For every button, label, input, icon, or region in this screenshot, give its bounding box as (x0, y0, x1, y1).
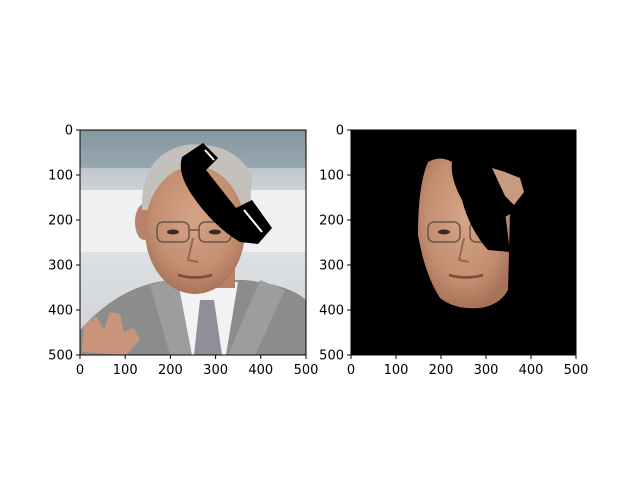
mask-glasses-left (427, 221, 461, 243)
right-ytick-label: 100 (319, 169, 344, 184)
mask-mouth (448, 273, 484, 279)
left-ytick-label: 500 (48, 349, 73, 364)
right-xtick-label: 500 (564, 363, 589, 378)
right-xtick-label: 200 (429, 363, 454, 378)
right-xtick-label: 100 (384, 363, 409, 378)
phone-occlusion-highlight (204, 149, 263, 233)
mask-nose (457, 237, 470, 263)
mask-left-eye (438, 229, 450, 235)
left-xtick-label: 200 (158, 363, 183, 378)
lapel-right (228, 280, 285, 355)
right-eye (209, 229, 221, 235)
right-ytick-label: 200 (319, 214, 344, 229)
right-ytick-label: 500 (319, 349, 344, 364)
left-xtick-label: 400 (248, 363, 273, 378)
left-photo (80, 130, 306, 355)
tie (194, 300, 222, 355)
right-image-panel (350, 129, 577, 356)
left-eye (167, 229, 179, 235)
left-axes-frame (79, 129, 307, 356)
right-axes-frame (350, 129, 577, 356)
nose (186, 237, 199, 263)
left-ytick-label: 0 (65, 124, 73, 139)
segmented-face (418, 158, 510, 309)
right-ytick-label: 300 (319, 259, 344, 274)
right-mask (351, 130, 576, 355)
left-ytick-label: 400 (48, 304, 73, 319)
right-ytick-label: 0 (336, 124, 344, 139)
left-xtick-label: 0 (76, 363, 84, 378)
mask-occlusion-cutout (451, 150, 510, 252)
mouth (177, 273, 213, 279)
left-xtick-label: 300 (203, 363, 228, 378)
right-xtick-label: 400 (519, 363, 544, 378)
left-ytick-label: 100 (48, 169, 73, 184)
left-xtick-label: 500 (294, 363, 319, 378)
left-xtick-label: 100 (113, 363, 138, 378)
glasses-left-lens (156, 221, 190, 243)
left-ytick-label: 300 (48, 259, 73, 274)
phone-occlusion (180, 143, 272, 244)
right-ytick-label: 400 (319, 304, 344, 319)
left-ytick-label: 200 (48, 214, 73, 229)
raised-hand (82, 312, 140, 355)
left-image-panel (79, 129, 307, 356)
right-xtick-label: 0 (347, 363, 355, 378)
segmented-patch (492, 168, 524, 205)
right-xtick-label: 300 (474, 363, 499, 378)
